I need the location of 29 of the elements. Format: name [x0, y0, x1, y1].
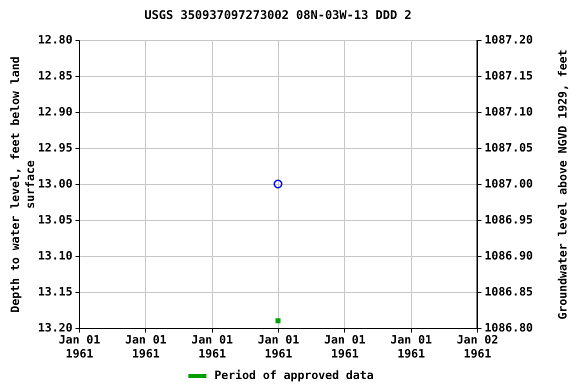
y-tick-label: 12.80 — [38, 32, 73, 46]
y-axis-title: Depth to water level, feet below land surface — [8, 56, 37, 313]
y-tick-label: 13.20 — [38, 320, 73, 334]
y2-tick-label: 1087.10 — [484, 104, 534, 118]
x-tick-label: Jan 01 1961 — [58, 332, 100, 360]
x-tick-label: Jan 01 1961 — [258, 332, 300, 360]
y-tick-label: 12.95 — [38, 140, 73, 154]
y2-tick-label: 1087.20 — [484, 32, 534, 46]
x-tick-label: Jan 01 1961 — [191, 332, 234, 360]
x-tick-label: Jan 01 1961 — [390, 332, 432, 360]
y2-tick-label: 1087.05 — [484, 140, 534, 154]
y2-tick-label: 1087.00 — [484, 176, 534, 190]
y-tick-label: 13.10 — [38, 248, 73, 262]
x-tick-label: Jan 02 1961 — [456, 332, 498, 360]
y2-tick-label: 1087.15 — [484, 68, 534, 82]
y2-tick-label: 1086.80 — [484, 320, 534, 334]
y-tick-label: 13.05 — [38, 212, 73, 226]
y2-tick-label: 1086.95 — [484, 212, 534, 226]
y2-axis-title: Groundwater level above NGVD 1929, feet — [556, 49, 570, 320]
legend-label: Period of approved data — [214, 368, 374, 382]
x-tick-label: Jan 01 1961 — [125, 332, 167, 360]
y2-tick-label: 1086.85 — [484, 284, 534, 298]
y-tick-label: 13.15 — [38, 284, 73, 298]
y-tick-label: 12.85 — [38, 68, 73, 82]
x-tick-label: Jan 01 1961 — [324, 332, 366, 360]
y-tick-label: 12.90 — [38, 104, 73, 118]
y2-tick-label: 1086.90 — [484, 248, 534, 262]
chart-title: USGS 350937097273002 08N-03W-13 DDD 2 — [144, 8, 412, 22]
y-tick-label: 13.00 — [38, 176, 73, 190]
